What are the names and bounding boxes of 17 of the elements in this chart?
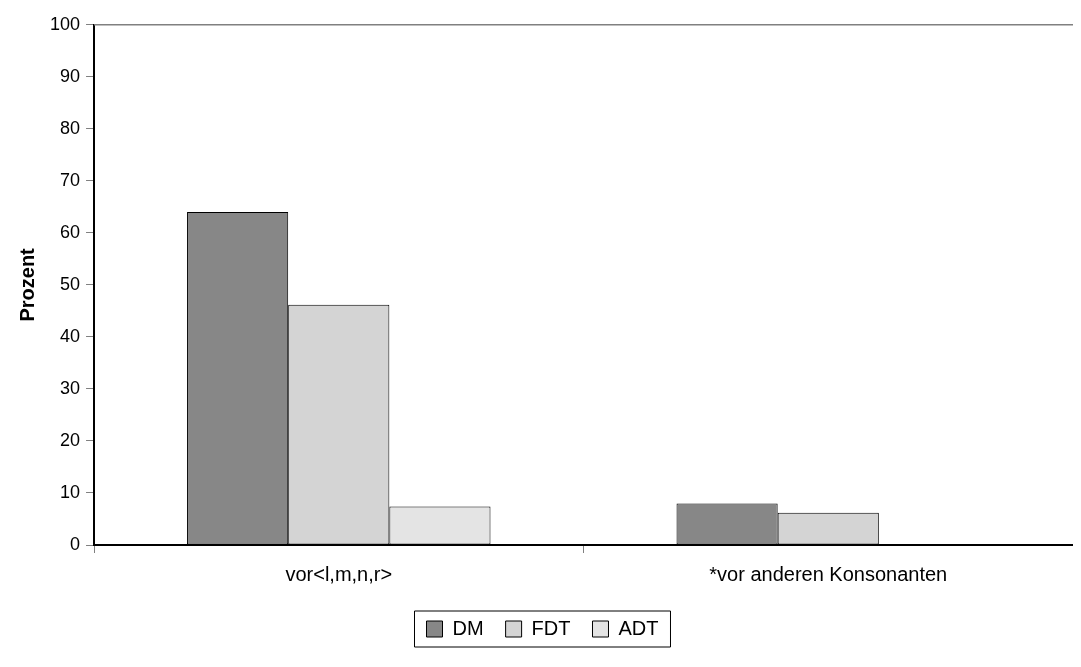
y-tick-label: 50 [60,273,81,294]
y-tick-label: 80 [60,117,81,138]
y-tick-label: 10 [60,481,81,502]
x-tick-label: vor<l,m,n,r> [285,562,393,585]
legend-label: ADT [618,616,659,639]
y-tick-label: 100 [49,13,81,34]
legend-label: FDT [531,616,571,639]
y-tick-label: 40 [60,325,81,346]
x-tick-label: *vor anderen Konsonanten [709,562,948,585]
y-tick-label: 70 [60,169,81,190]
y-axis-title: Prozent [15,247,38,322]
y-tick-label: 30 [60,377,81,398]
y-tick-label: 90 [60,65,81,86]
y-tick-label: 0 [70,533,81,554]
y-tick-label: 60 [60,221,81,242]
legend-label: DM [452,616,484,639]
y-tick-label: 20 [60,429,81,450]
